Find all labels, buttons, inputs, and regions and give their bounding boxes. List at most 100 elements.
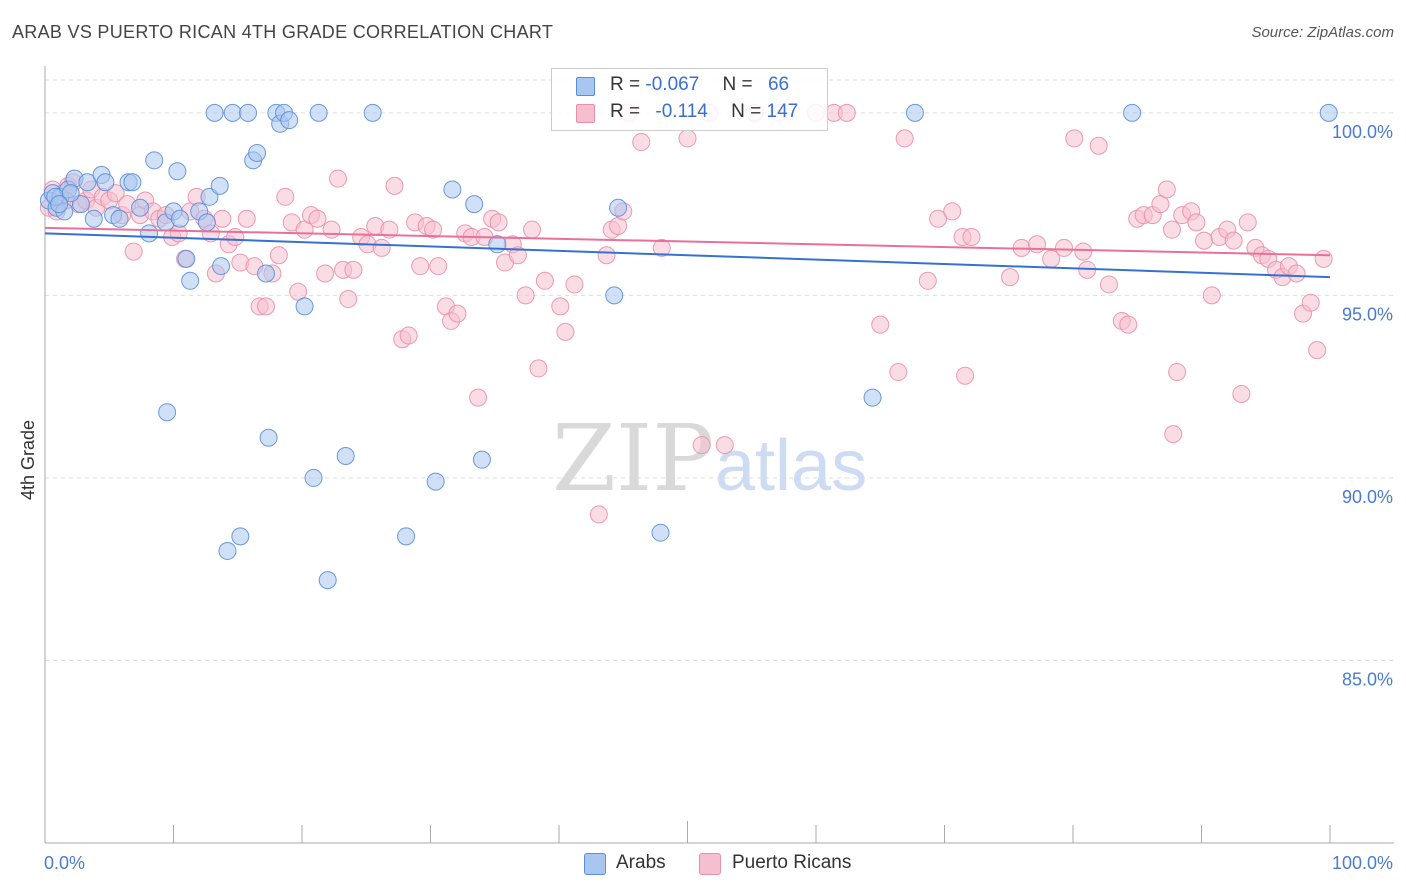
correlation-legend: R = -0.067 N = 66 R = -0.114 N = 147 bbox=[551, 68, 828, 131]
puerto-ricans-point bbox=[276, 187, 295, 206]
arabs-point bbox=[158, 403, 177, 422]
arabs-point bbox=[248, 144, 267, 163]
trend-line-puerto-ricans bbox=[44, 226, 1331, 257]
n-label: N = bbox=[731, 101, 762, 122]
puerto-ricans-point bbox=[1162, 220, 1181, 239]
arabs-point bbox=[145, 151, 164, 170]
trend-lines bbox=[44, 226, 1331, 279]
arabs-point bbox=[295, 297, 314, 316]
arabs-point bbox=[605, 286, 624, 305]
puerto-ricans-point bbox=[213, 209, 232, 228]
y-tick-label: 90.0% bbox=[1342, 487, 1393, 507]
puerto-ricans-point bbox=[871, 315, 890, 334]
arabs-point bbox=[78, 173, 97, 192]
watermark-atlas: atlas bbox=[715, 426, 867, 506]
n-label: N = bbox=[722, 74, 753, 95]
arabs-point bbox=[280, 111, 299, 130]
puerto-ricans-point bbox=[929, 209, 948, 228]
arabs-point bbox=[210, 176, 229, 195]
puerto-ricans-point bbox=[551, 297, 570, 316]
puerto-ricans-point bbox=[1001, 268, 1020, 287]
puerto-ricans-point bbox=[237, 209, 256, 228]
arabs-point bbox=[318, 571, 337, 590]
r-value: -0.114 bbox=[655, 101, 708, 122]
puerto-ricans-point bbox=[344, 260, 363, 279]
y-tick-label: 85.0% bbox=[1342, 669, 1393, 689]
arabs-point bbox=[426, 472, 445, 491]
arabs-point bbox=[443, 180, 462, 199]
arabs-point bbox=[239, 103, 258, 122]
puerto-ricans-point bbox=[339, 290, 358, 309]
puerto-ricans-point bbox=[385, 176, 404, 195]
n-value: 66 bbox=[767, 74, 790, 95]
legend-label-puerto-ricans: Puerto Ricans bbox=[732, 852, 852, 873]
r-value: -0.067 bbox=[645, 74, 700, 95]
puerto-ricans-point bbox=[1308, 341, 1327, 360]
puerto-ricans-point bbox=[652, 238, 671, 257]
puerto-ricans-point bbox=[124, 242, 143, 261]
puerto-ricans-point bbox=[424, 220, 443, 239]
puerto-ricans-point bbox=[678, 129, 697, 148]
arabs-point bbox=[71, 195, 90, 214]
legend-swatch-puerto-ricans bbox=[699, 853, 721, 875]
arabs-point bbox=[168, 162, 187, 181]
arabs-point bbox=[140, 224, 159, 243]
arabs-point bbox=[231, 527, 250, 546]
watermark-zip: ZIP bbox=[552, 405, 714, 512]
puerto-ricans-point bbox=[1099, 275, 1118, 294]
puerto-ricans-point bbox=[962, 227, 981, 246]
puerto-ricans-point bbox=[1232, 384, 1251, 403]
puerto-ricans-point bbox=[632, 133, 651, 152]
puerto-ricans-point bbox=[918, 271, 937, 290]
trend-line-arabs bbox=[44, 232, 1331, 279]
y-axis-label: 4th Grade bbox=[18, 420, 38, 500]
puerto-ricans-point bbox=[1195, 231, 1214, 250]
puerto-ricans-point bbox=[257, 297, 276, 316]
series-arabs bbox=[39, 103, 1338, 590]
arabs-point bbox=[84, 209, 103, 228]
arabs-point bbox=[1123, 103, 1142, 122]
puerto-ricans-point bbox=[956, 366, 975, 385]
r-label: R = bbox=[610, 101, 641, 122]
puerto-ricans-point bbox=[429, 257, 448, 276]
puerto-ricans-point bbox=[469, 388, 488, 407]
arabs-point bbox=[110, 209, 129, 228]
puerto-ricans-point bbox=[1301, 293, 1320, 312]
arabs-point bbox=[1319, 103, 1338, 122]
puerto-ricans-point bbox=[1168, 363, 1187, 382]
arabs-point bbox=[304, 468, 323, 487]
arabs-point bbox=[181, 271, 200, 290]
puerto-ricans-point bbox=[448, 304, 467, 323]
puerto-ricans-point bbox=[1055, 238, 1074, 257]
arabs-point bbox=[61, 184, 80, 203]
puerto-ricans-point bbox=[508, 246, 527, 265]
puerto-ricans-point bbox=[308, 209, 327, 228]
puerto-ricans-point bbox=[106, 184, 125, 203]
puerto-ricans-point bbox=[269, 246, 288, 265]
puerto-ricans-point bbox=[1119, 315, 1138, 334]
arabs-point bbox=[50, 195, 69, 214]
arabs-point bbox=[363, 103, 382, 122]
puerto-ricans-point bbox=[1089, 136, 1108, 155]
arabs-point bbox=[96, 173, 115, 192]
arabs-point bbox=[397, 527, 416, 546]
arabs-point bbox=[651, 523, 670, 542]
puerto-ricans-point bbox=[516, 286, 535, 305]
puerto-ricans-point bbox=[529, 359, 548, 378]
puerto-ricans-point bbox=[889, 363, 908, 382]
puerto-ricans-point bbox=[692, 436, 711, 455]
x-tick-labels: 0.0% 100.0% bbox=[44, 853, 1393, 873]
arabs-point bbox=[309, 103, 328, 122]
puerto-ricans-point bbox=[1187, 213, 1206, 232]
arabs-point bbox=[170, 209, 189, 228]
puerto-ricans-point bbox=[837, 103, 856, 122]
arabs-point bbox=[259, 428, 278, 447]
puerto-ricans-point bbox=[1314, 249, 1333, 268]
arabs-point bbox=[205, 103, 224, 122]
puerto-ricans-point bbox=[1157, 180, 1176, 199]
puerto-ricans-point bbox=[1287, 264, 1306, 283]
legend-label-arabs: Arabs bbox=[616, 852, 666, 873]
legend-swatch-arabs bbox=[584, 853, 606, 875]
arabs-point bbox=[472, 450, 491, 469]
